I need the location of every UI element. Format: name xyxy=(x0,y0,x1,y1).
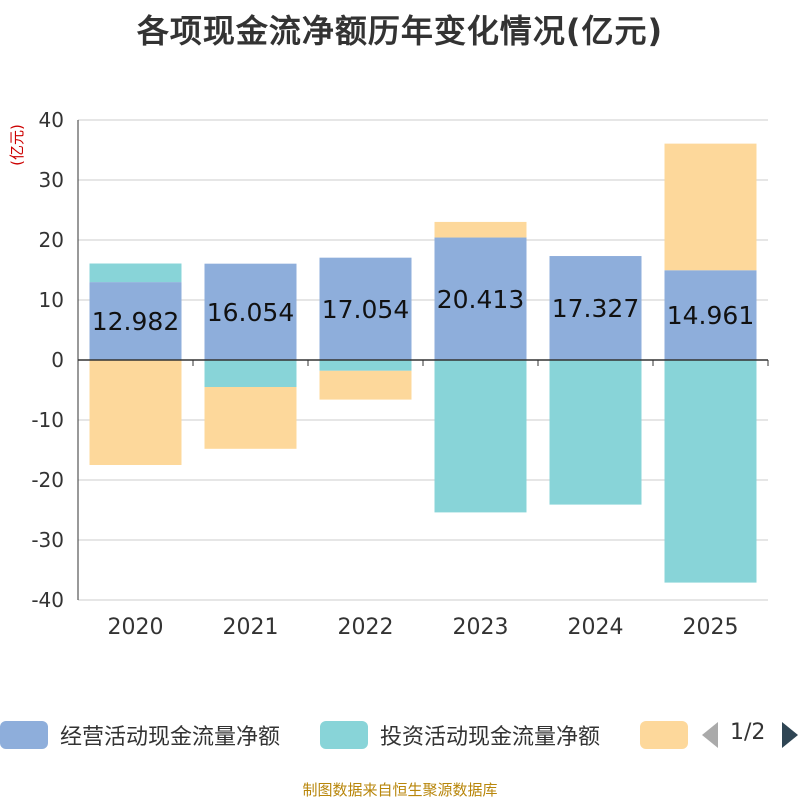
legend-swatch-investing xyxy=(320,721,368,749)
legend: 经营活动现金流量净额 投资活动现金流量净额 1/2 xyxy=(0,712,800,756)
x-tick-label: 2025 xyxy=(683,615,739,640)
bar-2022-series-0 xyxy=(319,257,412,360)
legend-label-investing: 投资活动现金流量净额 xyxy=(380,725,601,750)
y-tick-label: -10 xyxy=(31,408,64,432)
x-tick-label: 2021 xyxy=(223,615,279,640)
bar-2025-series-2 xyxy=(664,143,757,271)
bar-2024-series-0 xyxy=(549,256,642,360)
bar-2025-series-0 xyxy=(664,270,757,360)
y-tick-label: 20 xyxy=(39,228,64,252)
bar-2020-series-1 xyxy=(89,263,182,283)
bar-2023-series-1 xyxy=(434,360,527,513)
legend-pager: 1/2 xyxy=(700,720,800,750)
y-tick-label: -30 xyxy=(31,528,64,552)
pager-next-icon[interactable] xyxy=(782,722,798,748)
pager-text: 1/2 xyxy=(730,720,766,745)
y-tick-label: -20 xyxy=(31,468,64,492)
legend-label-operating: 经营活动现金流量净额 xyxy=(60,725,281,750)
bar-2021-series-1 xyxy=(204,360,297,387)
bar-2023-series-0 xyxy=(434,237,527,360)
y-tick-label: 40 xyxy=(39,108,64,132)
legend-swatch-operating xyxy=(0,721,48,749)
source-note: 制图数据来自恒生聚源数据库 xyxy=(302,781,498,799)
bar-2020-series-2 xyxy=(89,360,182,465)
y-tick-label: -40 xyxy=(31,588,64,612)
bar-2022-series-2 xyxy=(319,370,412,400)
bar-2021-series-0 xyxy=(204,263,297,360)
pager-prev-icon[interactable] xyxy=(702,722,718,748)
data-label: 17.327 xyxy=(552,294,639,323)
chart-area: 40 30 20 10 0 -10 -20 -30 -40 (亿元) 12.982 16.054 17.… xyxy=(8,108,769,640)
y-tick-label: 30 xyxy=(39,168,64,192)
legend-item-investing[interactable]: 投资活动现金流量净额 xyxy=(320,720,600,750)
data-label: 12.982 xyxy=(92,307,179,336)
y-axis-label: (亿元) xyxy=(8,124,26,166)
x-tick-label: 2023 xyxy=(453,615,509,640)
x-tick-label: 2024 xyxy=(568,615,624,640)
bar-2021-series-2 xyxy=(204,387,297,449)
bar-2025-series-1 xyxy=(664,360,757,583)
bar-2024-series-1 xyxy=(549,360,642,505)
legend-item-operating[interactable]: 经营活动现金流量净额 xyxy=(0,720,280,750)
chart-title: 各项现金流净额历年变化情况(亿元) xyxy=(136,12,664,50)
legend-swatch-financing xyxy=(640,721,688,749)
y-tick-label: 0 xyxy=(51,348,64,372)
x-tick-label: 2020 xyxy=(108,615,164,640)
legend-item-financing[interactable] xyxy=(640,720,700,750)
data-label: 20.413 xyxy=(437,285,524,314)
bar-2023-series-2 xyxy=(434,221,527,238)
data-label: 16.054 xyxy=(207,298,294,327)
x-tick-label: 2022 xyxy=(338,615,394,640)
y-tick-label: 10 xyxy=(39,288,64,312)
bar-2020-series-0 xyxy=(89,282,182,360)
data-label: 17.054 xyxy=(322,295,409,324)
bar-2022-series-1 xyxy=(319,360,412,371)
data-label: 14.961 xyxy=(667,301,754,330)
